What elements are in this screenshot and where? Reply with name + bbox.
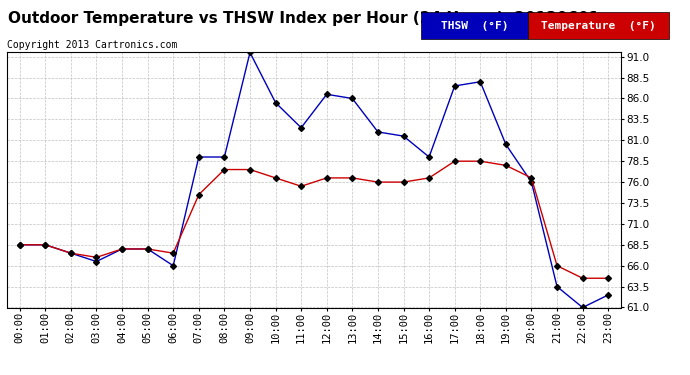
- Text: Outdoor Temperature vs THSW Index per Hour (24 Hours)  20130601: Outdoor Temperature vs THSW Index per Ho…: [8, 11, 599, 26]
- Text: Temperature  (°F): Temperature (°F): [541, 21, 656, 31]
- Text: Copyright 2013 Cartronics.com: Copyright 2013 Cartronics.com: [7, 40, 177, 50]
- Text: THSW  (°F): THSW (°F): [441, 21, 509, 31]
